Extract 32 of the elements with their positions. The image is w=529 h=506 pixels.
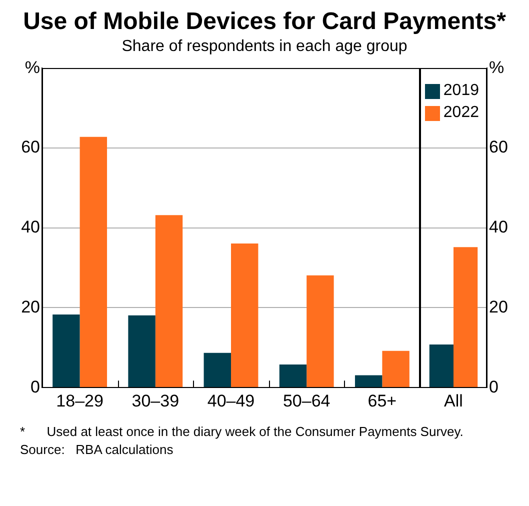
y-tick-label: 20 [21,297,40,316]
y2-tick-label: 0 [489,377,498,396]
source-note: Source: RBA calculations [20,442,174,457]
bar [382,350,410,388]
x-tick-label: 65+ [368,391,397,410]
bar [231,243,258,388]
x-tick-label: 30–39 [132,391,180,410]
bar [306,275,334,388]
bar [155,215,183,388]
y2-tick-label: 40 [489,218,508,237]
bar [52,314,80,388]
chart-subtitle: Share of respondents in each age group [120,38,408,56]
bar [204,352,231,388]
x-tick-label: 40–49 [207,391,255,410]
y2-tick-label: 20 [489,297,508,316]
y2-tick-label: 60 [489,138,508,157]
text: * Used at least once in the diary week of the Consumer Payments Survey. [20,424,464,439]
bar [80,136,108,388]
x-tick-label: 50–64 [282,391,330,410]
x-tick-label: All [444,391,463,410]
y-tick-label: % [24,58,40,77]
chart-title: Use of Mobile Devices for Card Payments* [22,8,507,36]
bar [128,315,156,388]
legend-label: 2022 [443,104,479,122]
legend-label: 2019 [443,82,479,100]
bar [279,364,307,388]
y-tick-label: 40 [21,218,40,237]
y2-tick-label: % [489,58,504,77]
y-tick-label: 0 [30,377,40,396]
y-tick-label: 60 [21,138,40,157]
bar [354,375,382,388]
x-tick-label: 18–29 [56,391,104,410]
